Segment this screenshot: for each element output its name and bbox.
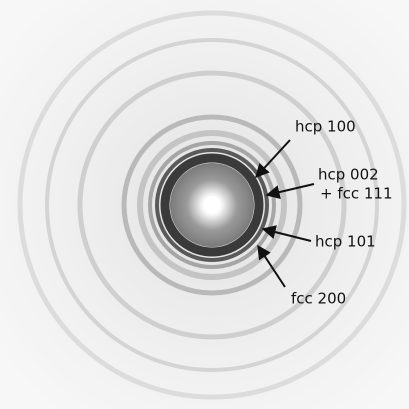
beam-spot [203, 196, 221, 214]
label: fcc 200 [291, 290, 346, 308]
label: hcp 100 [295, 118, 356, 136]
label: hcp 101 [315, 233, 376, 251]
diffraction-pattern [0, 0, 409, 409]
label: hcp 002 [318, 166, 379, 184]
diffraction-figure: hcp 100 hcp 002 + fcc 111 hcp 101 fcc 20… [0, 0, 409, 409]
label: + fcc 111 [320, 185, 393, 203]
